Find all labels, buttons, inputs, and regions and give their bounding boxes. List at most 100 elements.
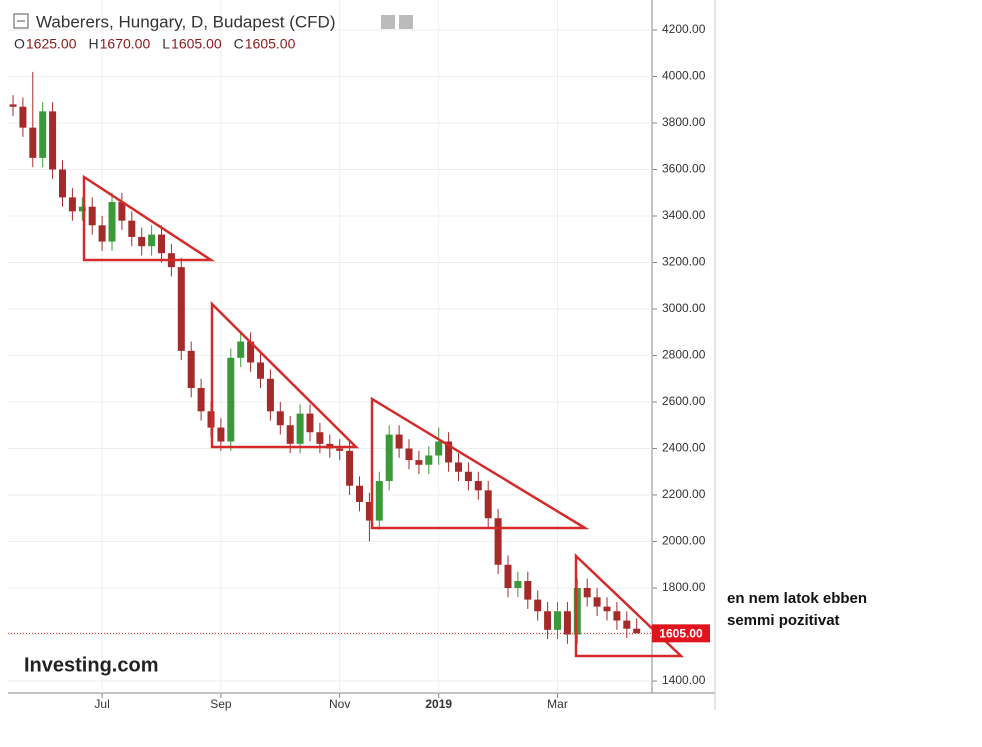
candle-body (316, 432, 324, 444)
y-tick-label: 4000.00 (662, 69, 706, 83)
last-price-label: 1605.00 (659, 627, 703, 641)
candle-body (573, 588, 581, 635)
candle-body (603, 606, 611, 612)
candle-body (148, 234, 156, 247)
candle-body (276, 411, 284, 426)
candle-body (464, 471, 472, 482)
ohlc-key: H (89, 36, 99, 52)
y-tick-label: 3000.00 (662, 301, 706, 315)
y-tick-label: 2200.00 (662, 487, 706, 501)
y-tick-label: 3400.00 (662, 208, 706, 222)
candle-body (78, 206, 86, 212)
candle-body (633, 628, 641, 634)
candle-body (197, 388, 205, 412)
candle-body (187, 350, 195, 389)
ohlc-key: C (234, 36, 244, 52)
candle-body (138, 236, 146, 247)
candle-body (593, 597, 601, 607)
candle-body (9, 104, 17, 107)
candle-body (554, 611, 561, 630)
candle-body (415, 460, 423, 465)
candle-body (504, 564, 512, 588)
candle-body (257, 362, 264, 379)
y-tick-label: 2600.00 (662, 394, 706, 408)
y-tick-label: 1400.00 (662, 673, 706, 687)
candle-body (108, 202, 116, 242)
candle-body (98, 225, 106, 242)
last-price-tag (652, 624, 710, 643)
y-tick-label: 3600.00 (662, 162, 706, 176)
annotation: en nem latok ebben (727, 590, 867, 607)
ohlc-value: 1625.00 (26, 36, 77, 52)
y-tick-label: 2800.00 (662, 348, 706, 362)
ohlc-value: 1605.00 (245, 36, 296, 52)
candle-body (534, 599, 542, 612)
candle-body (217, 427, 225, 442)
candle-body (583, 588, 591, 598)
y-tick-label: 3800.00 (662, 115, 706, 129)
ohlc-value: 1670.00 (100, 36, 151, 52)
candle-body (365, 501, 373, 521)
candle-body (514, 581, 522, 588)
y-tick-label: 2000.00 (662, 534, 706, 548)
candle-body (425, 455, 433, 465)
candle-body (563, 611, 571, 635)
candle-body (375, 481, 383, 521)
triangles (82, 174, 685, 658)
candle-body (435, 441, 443, 456)
triangle (82, 174, 216, 262)
annotation: semmi pozitivat (727, 612, 840, 629)
candle-body (118, 202, 126, 221)
triangle (574, 553, 685, 658)
x-tick-label: Jul (94, 697, 109, 711)
logo: Investing.com (24, 654, 158, 676)
y-tick-label: 1800.00 (662, 580, 706, 594)
candle-body (247, 341, 255, 363)
candle-body (613, 611, 621, 621)
candle-body (296, 413, 304, 444)
y-tick-label: 3200.00 (662, 255, 706, 269)
triangle (210, 300, 360, 449)
candle-body (19, 106, 27, 128)
candle-body (474, 481, 482, 491)
x-tick-label: 2019 (425, 697, 452, 711)
candle-body (494, 518, 502, 565)
x-tick-label: Mar (547, 697, 568, 711)
candle-body (88, 206, 96, 226)
candle-body (286, 425, 294, 444)
candle-body (455, 462, 462, 472)
candle-body (445, 441, 453, 463)
x-tick-label: Nov (329, 697, 350, 711)
chart-title: Waberers, Hungary, D, Budapest (CFD) (36, 12, 335, 31)
plot-area (8, 0, 652, 693)
triangle (370, 396, 590, 530)
candle-body (336, 448, 344, 451)
candle-body (544, 611, 552, 630)
candle-body (356, 485, 363, 502)
candle-body (484, 490, 492, 519)
candle-body (177, 267, 185, 351)
ohlc-value: 1605.00 (171, 36, 222, 52)
settings-icon[interactable] (399, 15, 413, 29)
candle-body (158, 234, 165, 254)
candle-body (128, 220, 136, 237)
candle-body (385, 434, 393, 482)
y-tick-label: 4200.00 (662, 22, 706, 36)
candle-body (306, 413, 314, 433)
x-tick-label: Sep (210, 697, 232, 711)
y-tick-label: 2400.00 (662, 441, 706, 455)
candle-body (39, 111, 47, 158)
candle-body (524, 581, 532, 600)
candle-body (266, 378, 274, 412)
settings-icon[interactable] (381, 15, 395, 29)
candle-body (395, 434, 403, 449)
candle-body (227, 357, 235, 442)
candle-body (59, 169, 66, 198)
candle-body (623, 620, 631, 629)
candle-body (346, 450, 354, 486)
candle-body (405, 448, 413, 461)
ohlc-key: L (162, 36, 170, 52)
candle-body (237, 341, 245, 358)
